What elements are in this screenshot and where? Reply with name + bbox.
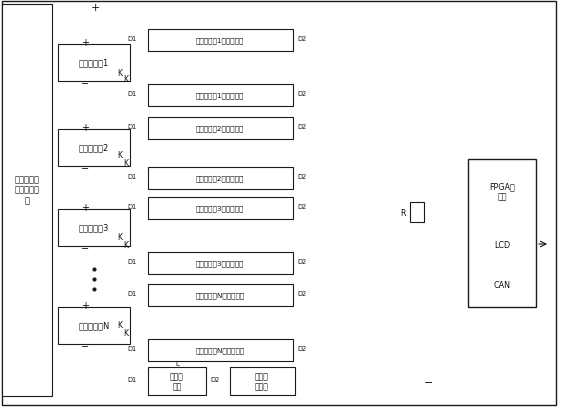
Bar: [148, 339, 293, 361]
Text: D1: D1: [128, 345, 137, 351]
Text: D2: D2: [297, 173, 306, 180]
Text: −: −: [81, 341, 89, 351]
Text: D1: D1: [128, 91, 137, 97]
Text: D2: D2: [297, 259, 306, 264]
Text: K: K: [124, 75, 128, 84]
Text: 锰酸锂电池2第二接触器: 锰酸锂电池2第二接触器: [196, 175, 244, 182]
Text: D1: D1: [128, 173, 137, 180]
Text: −: −: [81, 243, 89, 254]
Bar: [148, 284, 293, 306]
Text: FPGA控
制器: FPGA控 制器: [489, 182, 515, 201]
Text: D2: D2: [210, 376, 219, 382]
Text: +: +: [90, 3, 100, 13]
Bar: [148, 197, 293, 219]
Text: 锰酸锂电池1: 锰酸锂电池1: [79, 58, 109, 67]
Bar: [148, 367, 206, 395]
Bar: [230, 367, 295, 395]
Bar: [148, 252, 293, 274]
Text: +: +: [81, 202, 89, 212]
Text: D2: D2: [297, 36, 306, 42]
Text: D1: D1: [128, 259, 137, 264]
Text: 锰酸锂电池3第一接触器: 锰酸锂电池3第一接触器: [196, 205, 244, 212]
Text: R: R: [401, 208, 406, 217]
Text: +: +: [81, 123, 89, 133]
Bar: [148, 168, 293, 190]
Text: D2: D2: [297, 290, 306, 296]
Text: D1: D1: [128, 124, 137, 130]
Text: D1: D1: [128, 36, 137, 42]
Text: D1: D1: [128, 290, 137, 296]
Text: 锰酸锂电池
电压检测模
块: 锰酸锂电池 电压检测模 块: [14, 175, 39, 204]
Text: −: −: [81, 164, 89, 173]
Text: D2: D2: [297, 204, 306, 209]
Text: +: +: [81, 38, 89, 48]
Text: 锰酸锂电池1第一接触器: 锰酸锂电池1第一接触器: [196, 38, 244, 44]
Text: D2: D2: [297, 124, 306, 130]
Text: 锰酸锂电池N第一接触器: 锰酸锂电池N第一接触器: [196, 292, 245, 299]
Bar: [58, 307, 130, 344]
Text: K: K: [124, 158, 128, 167]
Text: 锰酸锂电池2: 锰酸锂电池2: [79, 143, 109, 152]
Text: K: K: [124, 328, 128, 337]
Text: K: K: [117, 150, 123, 159]
Text: D2: D2: [297, 91, 306, 97]
Text: D1: D1: [128, 376, 137, 382]
Text: −: −: [81, 79, 89, 89]
Bar: [58, 130, 130, 166]
Text: CAN: CAN: [494, 280, 511, 289]
Bar: [148, 30, 293, 52]
Text: LCD: LCD: [494, 240, 510, 249]
Text: K: K: [117, 68, 123, 77]
Bar: [2, 5, 52, 396]
Bar: [58, 209, 130, 247]
Text: 直流接
触器: 直流接 触器: [170, 371, 184, 391]
Bar: [58, 45, 130, 82]
Text: 锰酸锂电池1第二接触器: 锰酸锂电池1第二接触器: [196, 93, 244, 99]
Text: +: +: [81, 300, 89, 310]
Text: 锰酸锂电池N第二接触器: 锰酸锂电池N第二接触器: [196, 347, 245, 354]
Bar: [148, 118, 293, 140]
Text: K: K: [117, 320, 123, 329]
Text: L: L: [175, 360, 179, 366]
Text: −: −: [424, 377, 433, 387]
Text: 锰酸锂电池2第一接触器: 锰酸锂电池2第一接触器: [196, 126, 244, 132]
Text: 锰酸锂电池3第二接触器: 锰酸锂电池3第二接触器: [196, 260, 244, 267]
Bar: [148, 85, 293, 107]
Text: 锰酸锂电池N: 锰酸锂电池N: [78, 321, 109, 330]
Text: 锰酸锂电池3: 锰酸锂电池3: [79, 223, 109, 232]
Text: D2: D2: [297, 345, 306, 351]
Text: D1: D1: [128, 204, 137, 209]
Text: K: K: [124, 241, 128, 250]
Bar: [410, 202, 424, 223]
Text: K: K: [117, 233, 123, 242]
Bar: [468, 159, 536, 307]
Text: 自恢复
保险丝: 自恢复 保险丝: [255, 371, 269, 391]
